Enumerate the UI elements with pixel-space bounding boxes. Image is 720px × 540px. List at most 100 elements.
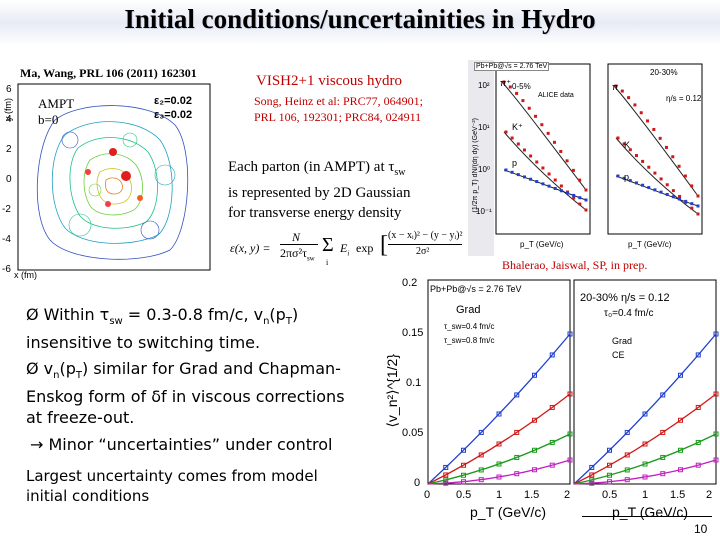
spectra-point (553, 186, 557, 190)
vish-refs-2: PRL 106, 192301; PRC84, 024911 (254, 110, 422, 124)
x-tick: 1.5 (524, 489, 539, 501)
spectra-point (529, 177, 533, 181)
spectra-point (641, 183, 645, 187)
vn-point (549, 462, 555, 468)
vn-point (589, 472, 595, 478)
ampt-ylabel: y (fm) (3, 98, 13, 121)
formula: ε(x, y) = N 2πσ²τsw Σ i Ei exp [ (x − xᵢ… (230, 228, 466, 274)
spectra-point (534, 114, 538, 118)
vn-point (461, 462, 466, 468)
y-tick: -2 (2, 204, 11, 215)
spectra-point (571, 168, 575, 172)
vn-point (532, 467, 537, 473)
vn-point (678, 467, 683, 473)
spectra-point (696, 204, 700, 208)
vn-point (549, 439, 555, 445)
x-tick: 0.5 (456, 489, 471, 501)
spectra-point (541, 166, 545, 170)
bullet-1: Ø Within τsw = 0.3-0.8 fm/c, vn(pT) inse… (26, 305, 299, 353)
spectra-point (540, 123, 544, 127)
footer-line (582, 516, 712, 517)
spectra-point (627, 96, 631, 100)
vn-xlabel-right: p_T (GeV/c) (612, 504, 688, 520)
vn-point (713, 331, 719, 337)
spectra-ylabel: (1/2π p_T) dN/(dη dy) (GeV⁻²) (472, 118, 479, 213)
x-tick: 2 (564, 489, 570, 501)
spectra-point (690, 202, 694, 206)
spectra-point (677, 164, 681, 168)
vn-right-header: 20-30% η/s = 0.12 (580, 292, 670, 304)
vn-point (443, 464, 449, 470)
spectra-point (541, 182, 545, 186)
vn-point (713, 391, 719, 397)
vn-point (461, 447, 466, 453)
slide-title: Initial conditions/uncertainities in Hyd… (124, 4, 596, 34)
vn-point (624, 467, 630, 473)
spectra-point (559, 149, 563, 153)
spectra-point (578, 178, 582, 182)
particle-label: π (612, 82, 619, 92)
vish-title: VISH2+1 viscous hydro (256, 73, 402, 89)
vn-point (642, 411, 648, 417)
vn-point (549, 352, 555, 358)
y-tick: 10¹ (478, 123, 490, 132)
particle-label: p (624, 172, 630, 182)
y-tick: 6 (6, 84, 12, 95)
spectra-point (529, 154, 533, 158)
ampt-b-label: b=0 (38, 112, 59, 127)
spectra-point (565, 159, 569, 163)
y-tick: 2 (6, 144, 12, 155)
spectra-point (634, 154, 638, 158)
spectra-left-cent: 0-5% (512, 82, 531, 91)
spectra-point (522, 175, 526, 179)
spectra-point (508, 85, 512, 89)
spectra-point (664, 145, 668, 149)
spectra-point (653, 171, 657, 175)
vn-curve (573, 333, 717, 485)
title-band (0, 0, 720, 46)
vn-point (589, 480, 595, 486)
vn-point (496, 474, 502, 480)
vn-point (567, 431, 573, 437)
spectra-point (553, 178, 557, 182)
spectra-point (647, 165, 651, 169)
credit: Bhalerao, Jaiswal, SP, in prep. (502, 258, 648, 272)
vn-left-header: Pb+Pb@√s = 2.76 TeV (430, 284, 522, 294)
spectra-point (535, 160, 539, 164)
spectra-point (690, 206, 694, 210)
vn-left-label: Grad (456, 304, 481, 316)
vn-left-leg1: τ_sw=0.4 fm/c (444, 322, 495, 331)
spectra-point (504, 168, 508, 172)
spectra-point (516, 173, 520, 177)
vn-point (607, 447, 612, 453)
y-tick: 10⁰ (478, 165, 490, 174)
formula-bracket-open: [ (380, 232, 388, 258)
spectra-point (584, 208, 588, 212)
spectra-point (547, 172, 551, 176)
vn-curve (573, 433, 717, 485)
vn-point (678, 372, 683, 378)
spectra-xlabel-right: p_T (GeV/c) (628, 240, 672, 249)
spectra-point (659, 190, 663, 194)
spectra-point (696, 212, 700, 216)
vn-right-leg2: CE (612, 350, 625, 360)
particle-label: K⁺ (512, 122, 523, 132)
spectra-plot: 10² 10¹ 10⁰ 10⁻¹ (468, 60, 703, 256)
vn-point (461, 472, 466, 478)
vn-curve (573, 393, 717, 485)
particle-label: p (512, 158, 518, 168)
vn-point (478, 429, 484, 435)
spectra-xlabel-left: p_T (GeV/c) (520, 240, 564, 249)
largest-uncertainty: Largest uncertainty comes from model ini… (26, 467, 318, 505)
vn-left-leg2: τ_sw=0.8 fm/c (444, 336, 495, 345)
vn-point (660, 429, 666, 435)
vn-point (642, 461, 648, 467)
y-tick: 0.05 (402, 427, 423, 439)
gaussian-line-2: is represented by 2D Gaussian (228, 185, 411, 201)
vn-point (514, 392, 520, 398)
x-tick: 1 (642, 489, 648, 501)
spectra-point (535, 180, 539, 184)
formula-bar (280, 244, 318, 245)
spectra-point (559, 184, 563, 188)
y-tick: 4 (6, 114, 12, 125)
